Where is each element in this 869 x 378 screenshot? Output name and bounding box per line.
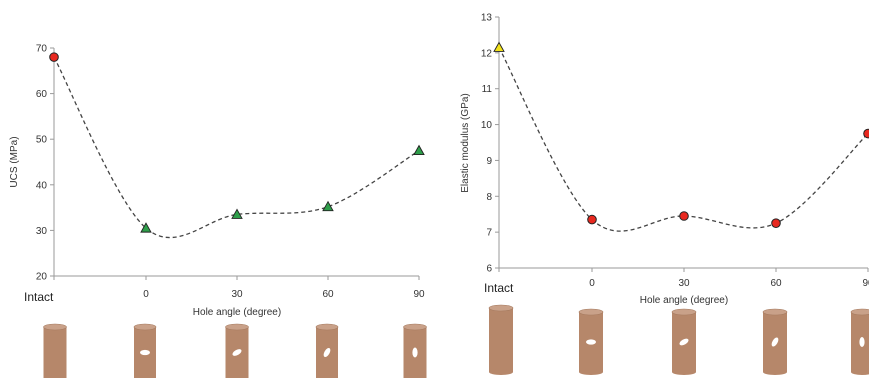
data-point — [49, 52, 59, 62]
specimen-top — [850, 308, 869, 316]
x-tick-label: 60 — [770, 278, 782, 289]
x-tick-label: 30 — [231, 289, 243, 300]
y-tick-label: 20 — [36, 272, 48, 283]
specimen-base — [851, 369, 869, 375]
x-axis-title: Hole angle (degree) — [640, 295, 728, 306]
specimen-top — [488, 304, 514, 312]
specimen-base — [43, 375, 67, 378]
specimen-0 — [43, 323, 67, 378]
specimen-base — [763, 369, 787, 375]
specimen-top — [403, 323, 427, 331]
data-point — [771, 218, 781, 228]
specimen-body — [43, 327, 67, 378]
specimen-1 — [578, 308, 604, 375]
specimen-4 — [850, 308, 869, 375]
specimen-base — [403, 375, 427, 378]
y-tick-label: 10 — [481, 120, 493, 131]
specimen-hole — [859, 337, 865, 347]
specimen-hole — [586, 339, 596, 345]
y-tick-label: 13 — [481, 13, 493, 24]
specimen-hole — [412, 347, 418, 358]
specimen-top — [133, 323, 157, 331]
specimen-top — [315, 323, 339, 331]
y-tick-label: 40 — [36, 180, 48, 191]
specimen-base — [489, 369, 513, 375]
y-tick-label: 12 — [481, 48, 493, 59]
y-tick-label: 50 — [36, 135, 48, 146]
specimen-hole — [323, 347, 331, 358]
x-axis-title: Hole angle (degree) — [193, 307, 281, 318]
specimen-hole — [771, 337, 779, 347]
data-point — [140, 222, 152, 233]
x-tick-label: 90 — [862, 278, 869, 289]
x-tick-label: 0 — [143, 289, 149, 300]
y-tick-label: 60 — [36, 89, 48, 100]
data-point — [322, 200, 334, 212]
y-tick-label: 11 — [482, 84, 493, 95]
specimen-base — [134, 375, 156, 378]
x-tick-label: 60 — [322, 289, 334, 300]
intact-label: Intact — [484, 281, 514, 295]
specimen-4 — [403, 323, 427, 378]
specimen-hole — [140, 349, 150, 356]
y-tick-label: 70 — [36, 44, 48, 55]
y-axis-title: Elastic modulus (GPa) — [460, 93, 471, 192]
y-axis-title: UCS (MPa) — [9, 136, 20, 187]
specimen-2 — [671, 308, 697, 375]
specimen-top — [225, 323, 249, 331]
data-point — [863, 128, 869, 139]
specimen-top — [578, 308, 604, 316]
x-tick-label: 0 — [589, 278, 595, 289]
data-point — [413, 144, 425, 156]
specimen-top — [43, 323, 67, 331]
data-series-line — [53, 56, 420, 239]
specimen-1 — [133, 323, 157, 378]
data-point — [587, 214, 597, 225]
y-tick-label: 7 — [486, 228, 492, 239]
x-tick-label: 90 — [413, 289, 425, 300]
data-point — [493, 41, 505, 52]
data-series-line — [498, 47, 869, 232]
data-point — [231, 208, 243, 219]
specimen-2 — [225, 323, 249, 378]
specimen-base — [225, 375, 249, 378]
x-tick-label: 30 — [678, 278, 690, 289]
y-tick-label: 8 — [486, 192, 492, 203]
intact-label: Intact — [24, 290, 54, 304]
y-tick-label: 6 — [486, 264, 492, 275]
specimen-3 — [762, 308, 788, 375]
specimen-body — [489, 308, 513, 372]
specimen-0 — [488, 304, 514, 375]
y-tick-label: 30 — [36, 226, 48, 237]
specimen-top — [762, 308, 788, 316]
specimen-hole — [232, 349, 242, 356]
specimen-base — [579, 369, 603, 375]
specimen-hole — [679, 338, 689, 346]
specimen-base — [316, 375, 338, 378]
specimen-top — [671, 308, 697, 316]
specimen-3 — [315, 323, 339, 378]
data-point — [679, 211, 689, 221]
y-tick-label: 9 — [486, 156, 492, 167]
specimen-base — [672, 369, 696, 375]
